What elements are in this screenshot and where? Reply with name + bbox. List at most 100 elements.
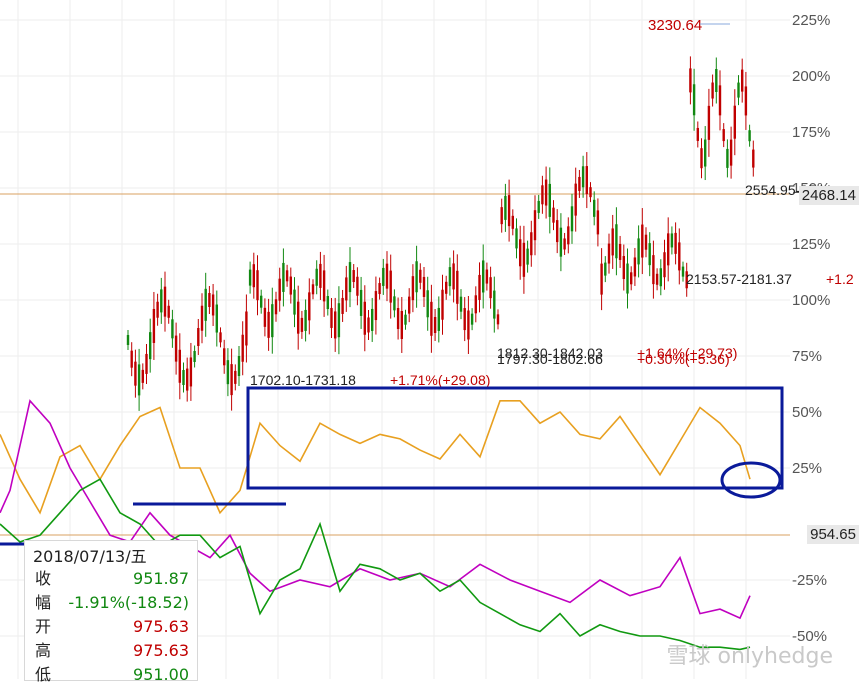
- y-tick-label: 25%: [792, 460, 822, 477]
- candle-body: [574, 183, 577, 216]
- candle-body: [741, 69, 744, 92]
- candle-body: [478, 274, 481, 300]
- candle-body: [452, 263, 455, 290]
- candle-body: [223, 348, 226, 366]
- info-key: 收: [35, 569, 52, 588]
- candle-body: [345, 277, 348, 301]
- candle-body: [371, 308, 374, 331]
- candle-body: [322, 270, 326, 302]
- candle-body: [711, 82, 714, 99]
- candle-body: [670, 233, 674, 248]
- candle-body: [733, 105, 736, 139]
- candle-body: [359, 289, 363, 316]
- info-key: 幅: [35, 593, 52, 612]
- candle-body: [474, 295, 477, 314]
- candle-body: [685, 271, 688, 289]
- candle-body: [652, 255, 655, 285]
- candle-body: [456, 270, 459, 304]
- candle-body: [160, 289, 163, 313]
- candle-body: [622, 256, 625, 280]
- range2-label-range: 1812.30-1842.03: [497, 345, 603, 361]
- y-tick-label: 175%: [792, 124, 830, 141]
- candle-body: [515, 228, 518, 249]
- candle-body: [445, 281, 448, 294]
- candle-body: [241, 334, 244, 362]
- candle-body: [208, 293, 211, 308]
- candle-body: [559, 227, 563, 257]
- candle-body: [356, 276, 359, 296]
- info-panel: 2018/07/13/五 收 951.87 幅 -1.91%(-18.52) 开 975.…: [24, 540, 198, 684]
- candle-body: [189, 357, 193, 387]
- base-price-box: 954.65: [807, 525, 859, 544]
- candle-body: [630, 272, 633, 285]
- candle-body: [234, 370, 237, 384]
- candle-body: [426, 290, 429, 318]
- candle-body: [215, 304, 218, 333]
- candle-body: [659, 268, 662, 287]
- y-tick-label: 100%: [792, 292, 830, 309]
- range2-label-change: +1.64%(+29.73): [637, 345, 737, 361]
- candle-body: [430, 301, 433, 336]
- candle-body: [137, 364, 141, 396]
- candle-body: [219, 332, 222, 343]
- candle-body: [363, 301, 366, 335]
- candle-body: [433, 316, 437, 333]
- y-tick-label: 50%: [792, 404, 822, 421]
- candle-body: [267, 311, 270, 338]
- info-value: 951.00: [133, 665, 189, 684]
- peak-label: 3230.64: [648, 17, 702, 34]
- candle-body: [593, 199, 596, 217]
- candle-body: [578, 176, 581, 191]
- candle-body: [304, 309, 307, 331]
- info-row: 收 951.87: [25, 567, 197, 591]
- candle-body: [200, 305, 204, 331]
- candle-body: [729, 139, 733, 166]
- candle-body: [274, 299, 278, 315]
- candle-body: [744, 86, 748, 116]
- candle-body: [178, 349, 181, 383]
- candle-body: [315, 268, 318, 286]
- candle-body: [737, 82, 740, 98]
- candle-body: [211, 294, 215, 316]
- candle-body: [167, 305, 170, 318]
- candle-body: [393, 296, 396, 311]
- candle-body: [389, 270, 392, 303]
- y-tick-label: 125%: [792, 236, 830, 253]
- candle-body: [256, 270, 259, 301]
- candle-body: [197, 327, 200, 346]
- candle-body: [193, 350, 196, 362]
- series-line-2: [0, 399, 751, 620]
- candle-body: [126, 335, 130, 345]
- y-tick-label: 200%: [792, 68, 830, 85]
- candle-body: [230, 364, 233, 396]
- candle-body: [400, 310, 403, 339]
- candle-body: [163, 286, 167, 317]
- candle-body: [707, 105, 711, 140]
- candle-body: [611, 228, 614, 256]
- info-value: -1.91%(-18.52): [68, 593, 189, 612]
- candle-body: [408, 296, 411, 314]
- candle-body: [637, 238, 640, 265]
- candle-body: [226, 360, 230, 385]
- range1-label-change: +1.71%(+29.08): [390, 372, 490, 388]
- candle-body: [533, 210, 537, 241]
- candle-body: [681, 266, 685, 277]
- candle-body: [604, 262, 607, 276]
- candle-body: [134, 361, 137, 386]
- candle-body: [596, 210, 600, 235]
- candle-body: [404, 314, 407, 325]
- candle-body: [485, 269, 489, 284]
- candle-body: [667, 233, 670, 266]
- info-key: 高: [35, 641, 52, 660]
- candle-body: [641, 224, 644, 258]
- range3-label-change: +0.30%(+5.36): [637, 351, 730, 367]
- candle-body: [552, 207, 555, 223]
- candle-body: [600, 263, 603, 295]
- candle-body: [541, 185, 544, 205]
- candle-body: [626, 263, 629, 294]
- candle-body: [704, 139, 707, 167]
- candle-body: [674, 232, 677, 254]
- candle-body: [411, 276, 415, 301]
- y-tick-label: 225%: [792, 12, 830, 29]
- highlight-box: [246, 386, 784, 490]
